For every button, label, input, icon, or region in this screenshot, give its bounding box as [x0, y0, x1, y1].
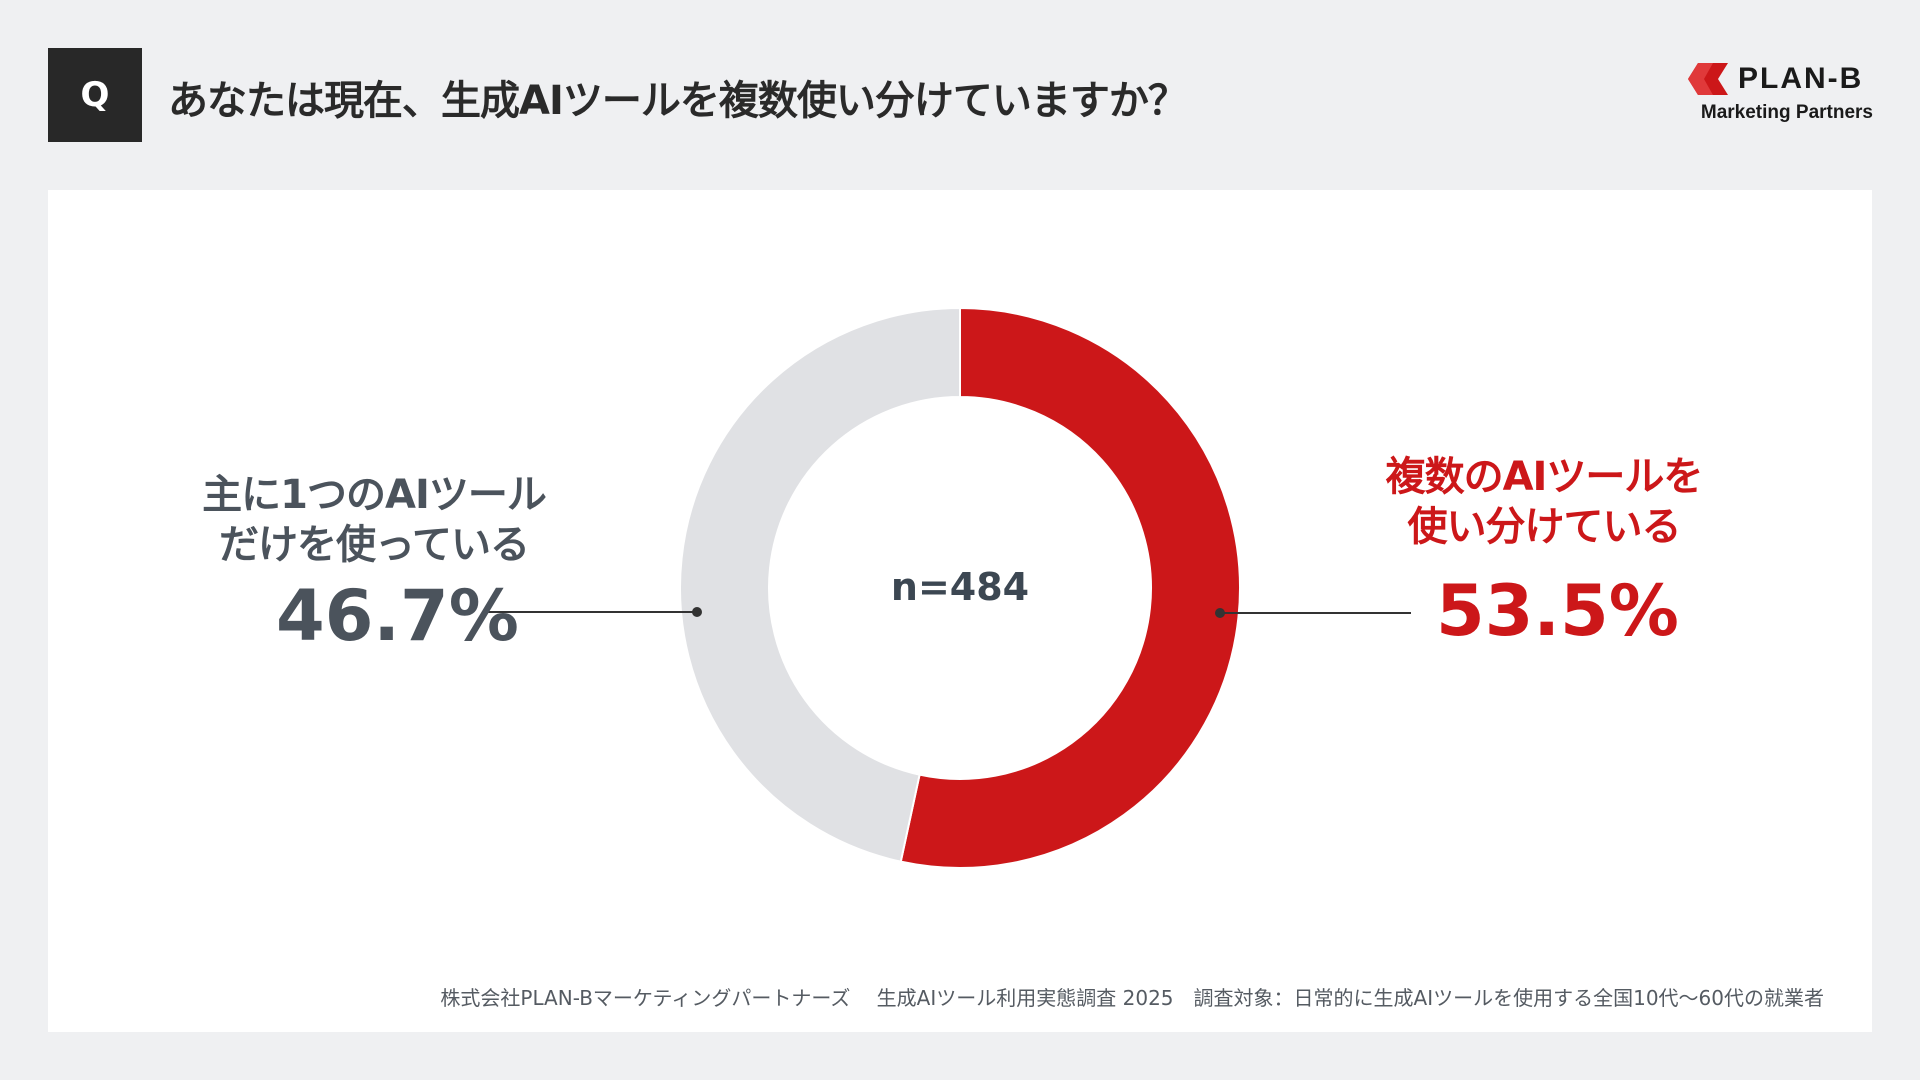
logo-subtitle: Marketing Partners — [1700, 102, 1873, 123]
leader-dot-right — [1215, 608, 1225, 618]
label-single-tool: 主に1つのAIツール だけを使っている — [164, 470, 584, 570]
logo: PLAN-B Marketing Partners — [1688, 62, 1873, 124]
question-label: Q — [80, 75, 110, 115]
leader-dot-left — [692, 607, 702, 617]
label-multiple-tools: 複数のAIツールを 使い分けている — [1324, 452, 1764, 552]
question-badge: Q — [48, 48, 142, 142]
label-line: だけを使っている — [219, 522, 530, 568]
label-line: 複数のAIツールを — [1385, 454, 1704, 500]
sample-size-label: n=484 — [890, 565, 1030, 609]
label-line: 使い分けている — [1407, 504, 1682, 550]
label-line: 主に1つのAIツール — [202, 472, 547, 518]
donut-slice-multiple-tools — [899, 306, 1241, 869]
value-label-multiple-tools: 53.5% — [1436, 570, 1679, 652]
value-label-single-tool: 46.7% — [276, 575, 519, 657]
donut-slice-single-tool — [679, 306, 961, 863]
page-title: あなたは現在、生成AIツールを複数使い分けていますか？ — [168, 78, 1188, 124]
source-footnote: 株式会社PLAN-Bマーケティングパートナーズ 生成AIツール利用実態調査 20… — [440, 986, 1824, 1010]
logo-name: PLAN-B — [1738, 62, 1864, 95]
logo-mark-icon — [1688, 63, 1728, 95]
